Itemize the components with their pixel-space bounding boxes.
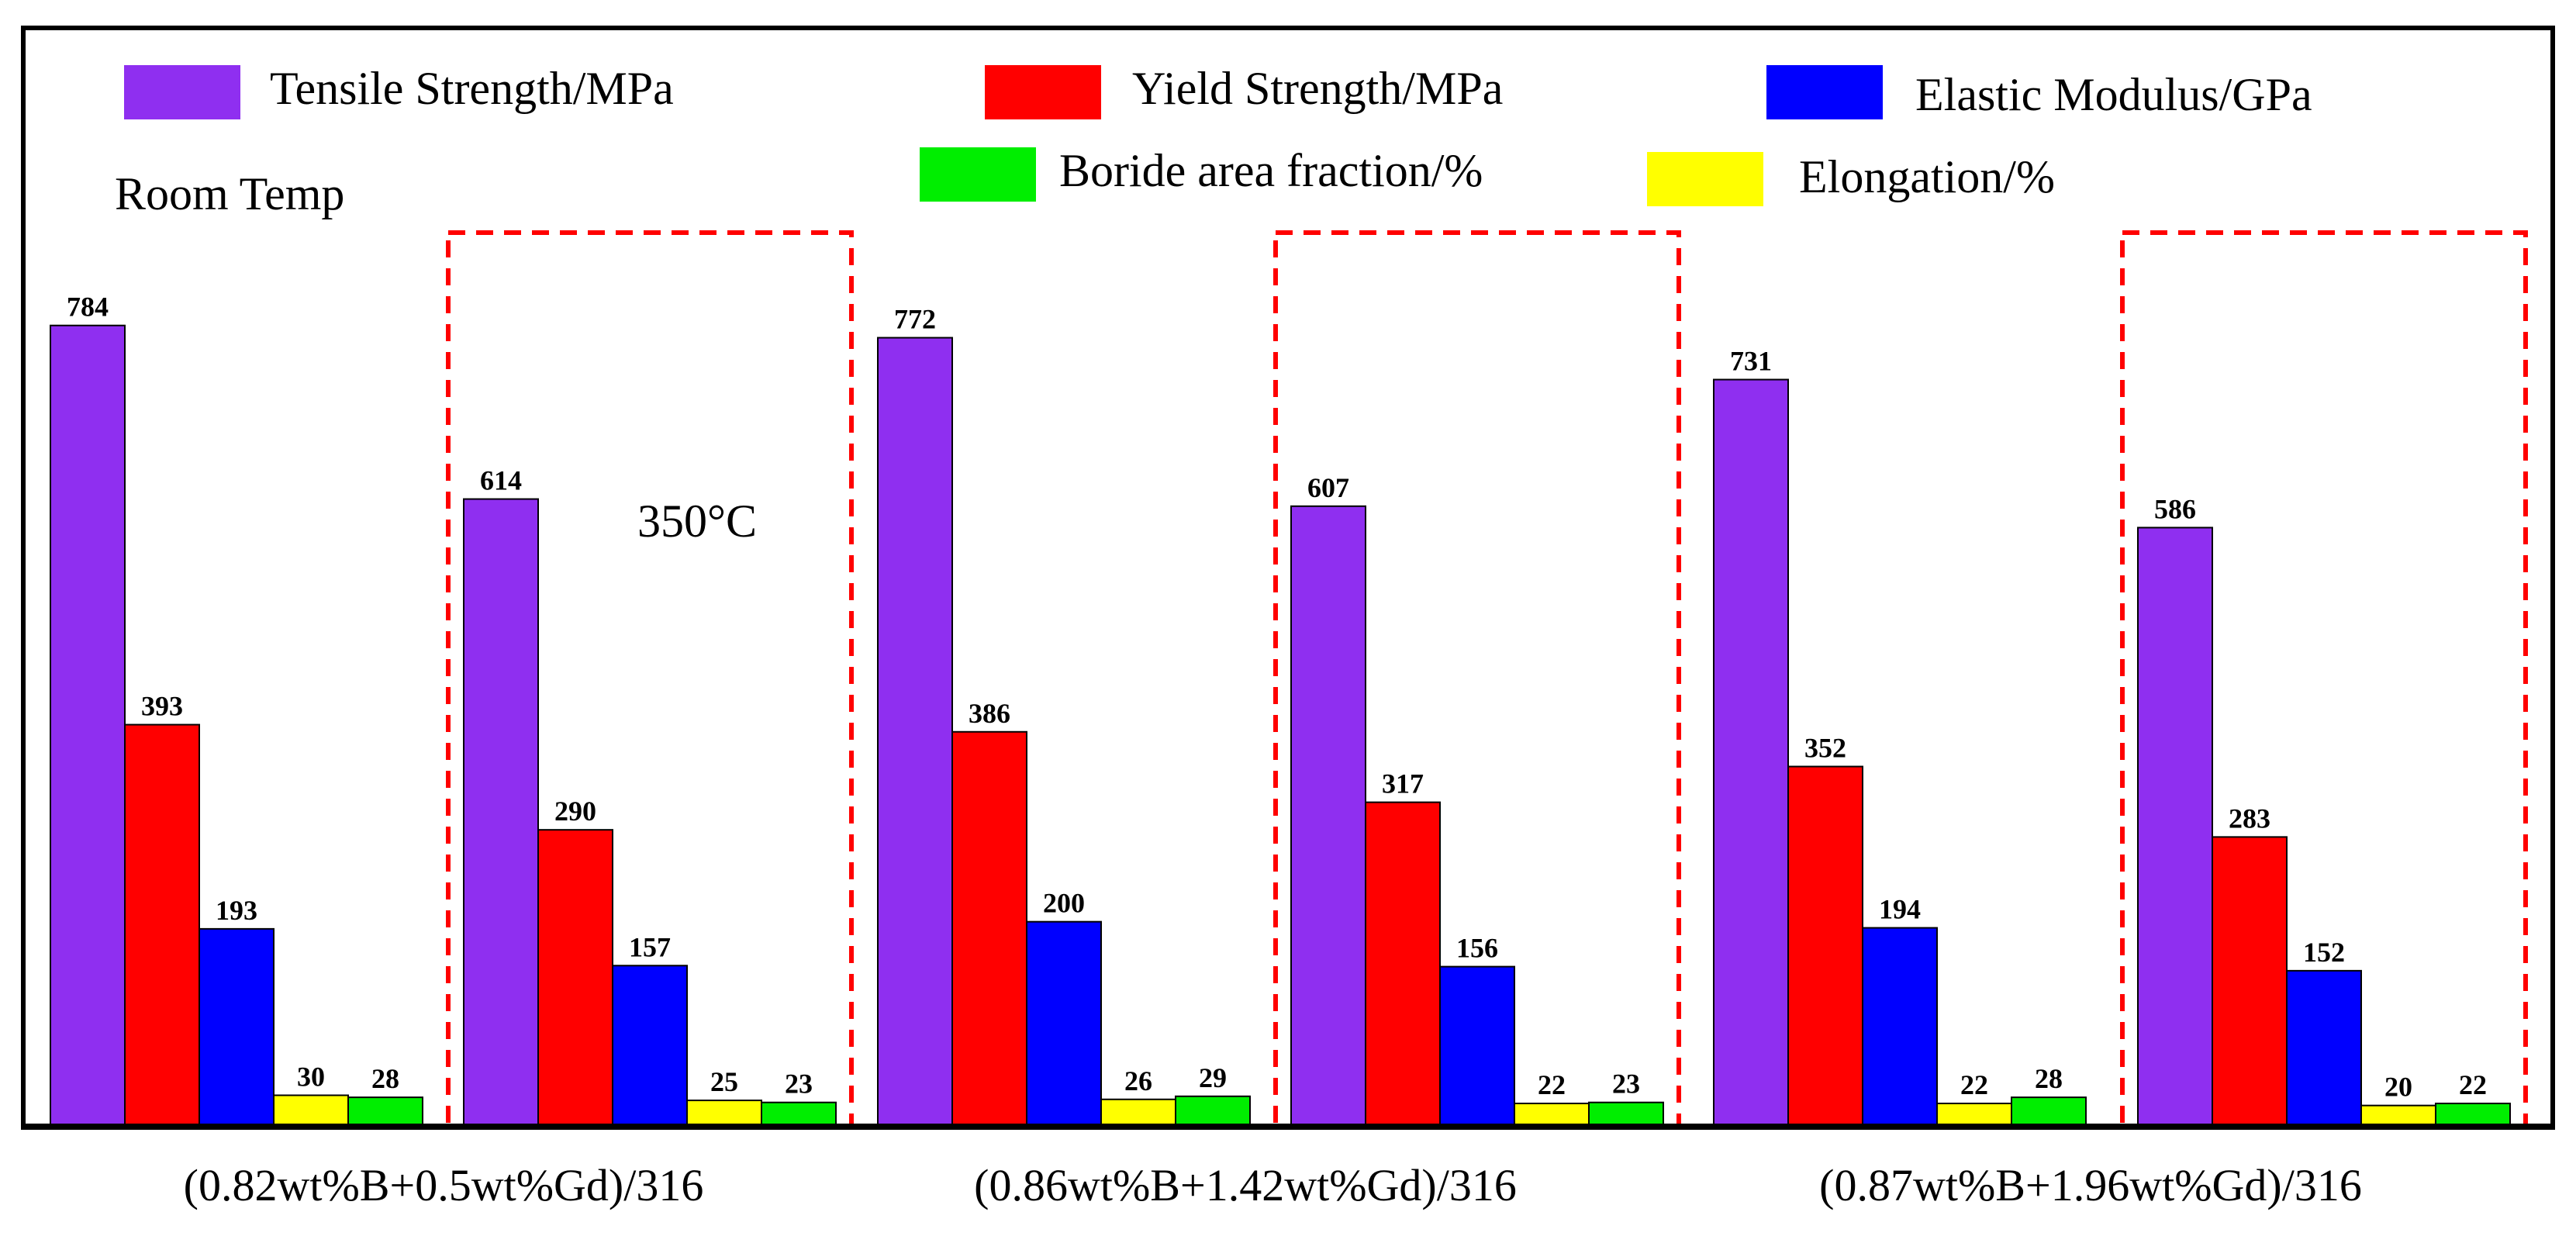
bar-tensile-strength-mpa [1713, 378, 1789, 1127]
data-label: 772 [894, 304, 936, 335]
data-label: 30 [297, 1062, 325, 1093]
legend-label: Yield Strength/MPa [1132, 63, 1503, 114]
data-label: 28 [371, 1063, 399, 1094]
data-label: 29 [1199, 1062, 1227, 1093]
bar-boride-area-fraction [761, 1101, 837, 1127]
bar-yield-strength-mpa [1787, 765, 1863, 1127]
data-labels: 784 393 193 30 28 614 290 157 25 23 772 386 200 26 29 6… [67, 292, 2487, 1103]
bar-tensile-strength-mpa [2137, 527, 2213, 1127]
high-temp-box [446, 230, 854, 1128]
data-label: 193 [216, 895, 257, 926]
bar-boride-area-fraction [2435, 1103, 2511, 1127]
bar-yield-strength-mpa [2212, 836, 2288, 1127]
bar-boride-area-fraction [1588, 1101, 1664, 1127]
bar-elastic-modulus-gpa [1026, 920, 1102, 1127]
legend-swatch-tensile-strength-mpa [124, 65, 240, 119]
bar-elongation [1100, 1098, 1176, 1127]
bar-tensile-strength-mpa [877, 337, 953, 1127]
bar-boride-area-fraction [1175, 1095, 1251, 1127]
data-label: 607 [1307, 472, 1349, 503]
bar-boride-area-fraction [347, 1096, 423, 1127]
data-label: 20 [2384, 1072, 2412, 1103]
category-label: (0.82wt%B+0.5wt%Gd)/316 [184, 1160, 704, 1210]
data-label: 614 [480, 465, 522, 496]
data-label: 25 [710, 1066, 738, 1097]
legend-swatch-elastic-modulus-gpa [1766, 65, 1883, 119]
high-temp-box [2120, 230, 2528, 1128]
highlight-boxes [446, 230, 2528, 1128]
data-label: 283 [2229, 803, 2270, 834]
data-label: 317 [1382, 768, 1424, 799]
category-label: (0.86wt%B+1.42wt%Gd)/316 [974, 1160, 1517, 1210]
data-label: 156 [1456, 933, 1498, 964]
bar-elongation [1514, 1103, 1590, 1127]
high-temp-annotation: 350°C [637, 495, 757, 547]
data-label: 22 [1960, 1069, 1988, 1100]
data-label: 393 [141, 691, 183, 722]
data-label: 23 [785, 1069, 813, 1100]
data-label: 22 [2459, 1069, 2487, 1100]
bar-elastic-modulus-gpa [612, 965, 688, 1127]
data-label: 586 [2154, 493, 2196, 524]
legend-swatch-yield-strength-mpa [985, 65, 1101, 119]
data-label: 731 [1730, 346, 1772, 377]
bar-elastic-modulus-gpa [2286, 969, 2362, 1127]
bar-elongation [273, 1094, 349, 1127]
data-label: 28 [2035, 1063, 2063, 1094]
legend-swatch-elongation [1647, 152, 1763, 206]
data-label: 23 [1612, 1069, 1640, 1100]
bar-yield-strength-mpa [537, 829, 613, 1127]
category-label: (0.87wt%B+1.96wt%Gd)/316 [1819, 1160, 2362, 1210]
legend-label: Boride area fraction/% [1059, 145, 1483, 196]
data-label: 194 [1879, 894, 1921, 925]
bar-elastic-modulus-gpa [199, 927, 275, 1127]
legend-label: Elongation/% [1799, 151, 2055, 202]
bar-tensile-strength-mpa [1290, 505, 1366, 1127]
data-label: 290 [554, 796, 596, 827]
data-label: 784 [67, 292, 109, 323]
bar-tensile-strength-mpa [463, 498, 539, 1127]
data-label: 157 [629, 931, 671, 962]
bar-elongation [686, 1100, 762, 1127]
bar-boride-area-fraction [2011, 1096, 2087, 1127]
bar-elongation [1936, 1103, 2012, 1127]
legend-swatch-boride-area-fraction [920, 147, 1036, 202]
bars [23, 324, 2553, 1128]
data-label: 200 [1043, 888, 1085, 919]
bar-elastic-modulus-gpa [1439, 965, 1515, 1127]
legend-label: Elastic Modulus/GPa [1915, 69, 2312, 120]
bar-elongation [2360, 1104, 2436, 1127]
legend-label: Tensile Strength/MPa [270, 63, 674, 114]
data-label: 352 [1804, 733, 1846, 764]
high-temp-box [1273, 230, 1681, 1128]
bar-yield-strength-mpa [124, 723, 200, 1127]
bar-elastic-modulus-gpa [1862, 927, 1938, 1127]
data-label: 26 [1124, 1065, 1152, 1096]
data-label: 22 [1538, 1069, 1566, 1100]
data-label: 152 [2303, 937, 2345, 968]
legend: Tensile Strength/MPa Yield Strength/MPa El… [124, 63, 2312, 206]
bar-tensile-strength-mpa [50, 324, 126, 1127]
bar-yield-strength-mpa [1365, 801, 1441, 1127]
category-labels: (0.82wt%B+0.5wt%Gd)/316 (0.86wt%B+1.42wt%… [184, 1160, 2362, 1210]
bar-yield-strength-mpa [951, 730, 1027, 1127]
room-temp-annotation: Room Temp [115, 168, 344, 219]
data-label: 386 [969, 698, 1010, 729]
